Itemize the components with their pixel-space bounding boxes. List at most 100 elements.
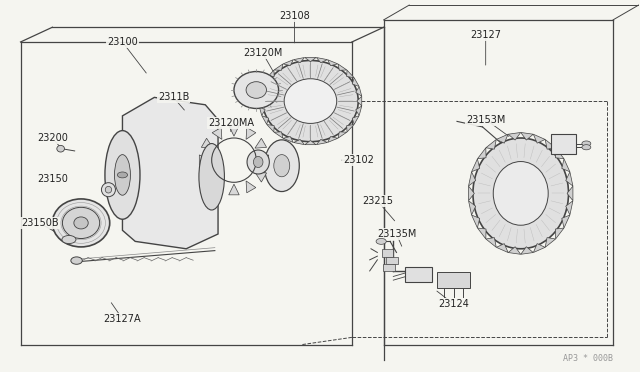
- Polygon shape: [533, 244, 545, 253]
- Polygon shape: [212, 128, 222, 140]
- Polygon shape: [566, 172, 573, 186]
- Polygon shape: [259, 87, 265, 96]
- Polygon shape: [258, 155, 269, 166]
- Polygon shape: [228, 125, 239, 136]
- Polygon shape: [352, 78, 359, 87]
- Ellipse shape: [101, 183, 115, 197]
- Polygon shape: [262, 78, 269, 87]
- Polygon shape: [294, 140, 305, 145]
- Polygon shape: [246, 128, 256, 140]
- Polygon shape: [533, 134, 545, 143]
- FancyBboxPatch shape: [405, 267, 432, 282]
- Polygon shape: [202, 172, 213, 182]
- Ellipse shape: [63, 207, 100, 238]
- Polygon shape: [508, 132, 521, 140]
- Text: 2311B: 2311B: [157, 92, 189, 102]
- Text: 23120MA: 23120MA: [208, 118, 254, 128]
- Polygon shape: [294, 58, 305, 62]
- Text: 23135M: 23135M: [377, 229, 416, 239]
- Ellipse shape: [234, 71, 278, 109]
- Text: 23102: 23102: [343, 155, 374, 165]
- Polygon shape: [472, 159, 479, 172]
- Ellipse shape: [71, 257, 83, 264]
- Polygon shape: [556, 148, 564, 159]
- Polygon shape: [283, 60, 293, 65]
- Polygon shape: [199, 155, 210, 166]
- Polygon shape: [274, 132, 283, 138]
- Ellipse shape: [284, 79, 337, 124]
- Polygon shape: [347, 125, 354, 132]
- Polygon shape: [316, 140, 328, 145]
- Circle shape: [62, 235, 76, 244]
- Polygon shape: [259, 106, 265, 115]
- Polygon shape: [338, 132, 347, 138]
- Polygon shape: [255, 172, 267, 182]
- Polygon shape: [347, 70, 354, 78]
- Ellipse shape: [74, 217, 88, 229]
- Polygon shape: [328, 137, 338, 142]
- Text: AP3 * 000B: AP3 * 000B: [563, 354, 613, 363]
- Polygon shape: [259, 96, 264, 106]
- Text: 23153M: 23153M: [466, 115, 506, 125]
- Ellipse shape: [264, 140, 300, 192]
- Polygon shape: [338, 64, 347, 70]
- Ellipse shape: [274, 155, 290, 177]
- Ellipse shape: [52, 199, 109, 247]
- Polygon shape: [562, 215, 570, 228]
- Text: 23127: 23127: [470, 30, 501, 40]
- Polygon shape: [477, 148, 486, 159]
- Polygon shape: [472, 215, 479, 228]
- Circle shape: [582, 141, 591, 146]
- Polygon shape: [228, 184, 239, 195]
- FancyBboxPatch shape: [382, 249, 394, 257]
- Circle shape: [117, 172, 127, 178]
- Polygon shape: [212, 181, 222, 193]
- Polygon shape: [122, 97, 218, 249]
- Text: 23150B: 23150B: [21, 218, 58, 228]
- Polygon shape: [305, 141, 316, 145]
- Polygon shape: [521, 247, 533, 254]
- Polygon shape: [267, 70, 274, 78]
- Polygon shape: [545, 238, 556, 247]
- Polygon shape: [562, 159, 570, 172]
- Polygon shape: [356, 96, 362, 106]
- Text: 23215: 23215: [362, 196, 393, 206]
- Polygon shape: [283, 137, 293, 142]
- Ellipse shape: [262, 61, 358, 142]
- Ellipse shape: [246, 82, 266, 98]
- Polygon shape: [316, 58, 328, 62]
- Polygon shape: [468, 186, 474, 201]
- Ellipse shape: [473, 138, 568, 249]
- Polygon shape: [274, 64, 283, 70]
- Text: 23127A: 23127A: [104, 314, 141, 324]
- Polygon shape: [468, 201, 476, 215]
- Polygon shape: [255, 138, 267, 148]
- FancyBboxPatch shape: [387, 257, 397, 264]
- Ellipse shape: [57, 145, 65, 152]
- Polygon shape: [545, 140, 556, 149]
- FancyBboxPatch shape: [437, 272, 470, 288]
- Ellipse shape: [105, 186, 111, 193]
- Text: 23124: 23124: [438, 299, 469, 309]
- Polygon shape: [497, 134, 508, 143]
- Text: 23200: 23200: [37, 133, 68, 143]
- Polygon shape: [356, 106, 362, 115]
- Polygon shape: [305, 58, 316, 62]
- Polygon shape: [486, 140, 496, 149]
- Polygon shape: [328, 60, 338, 65]
- FancyBboxPatch shape: [551, 134, 576, 154]
- Ellipse shape: [199, 144, 225, 210]
- Polygon shape: [497, 244, 508, 253]
- Text: 23100: 23100: [107, 37, 138, 47]
- Text: 23120M: 23120M: [243, 48, 282, 58]
- Text: 23108: 23108: [279, 11, 310, 21]
- Polygon shape: [521, 132, 533, 140]
- Polygon shape: [486, 238, 496, 247]
- Polygon shape: [356, 87, 362, 96]
- Polygon shape: [352, 116, 359, 124]
- Ellipse shape: [115, 155, 131, 195]
- Circle shape: [582, 145, 591, 150]
- Ellipse shape: [253, 157, 263, 167]
- Polygon shape: [246, 181, 256, 193]
- Polygon shape: [477, 228, 486, 239]
